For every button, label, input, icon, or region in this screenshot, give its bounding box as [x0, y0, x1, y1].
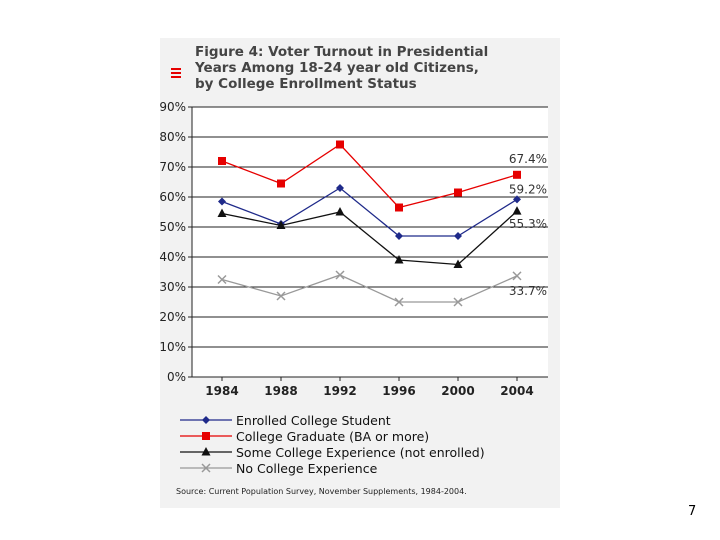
data-point-graduate: [218, 157, 226, 165]
x-tick-label: 1992: [323, 384, 356, 398]
y-tick-label: 10%: [159, 340, 186, 354]
x-tick-label: 1988: [264, 384, 297, 398]
legend-swatch-enrolled: [180, 416, 232, 424]
legend-item: Enrolled College Student: [180, 412, 560, 428]
x-tick-label: 2000: [441, 384, 474, 398]
data-point-some_college: [335, 207, 345, 216]
x-tick-label: 2004: [500, 384, 533, 398]
series-line-some_college: [221, 210, 518, 266]
x-tick-label: 1996: [382, 384, 415, 398]
data-point-some_college: [276, 220, 286, 229]
data-point-no_college: [276, 291, 286, 301]
y-tick-label: 0%: [167, 370, 186, 384]
data-point-graduate: [277, 179, 285, 188]
data-point-graduate: [395, 203, 403, 212]
chart-title-line-2: Years Among 18-24 year old Citizens,: [195, 60, 479, 76]
plot-area: [192, 107, 548, 377]
chart-title-line-3: by College Enrollment Status: [195, 76, 417, 92]
legend-swatch-graduate: [180, 432, 232, 440]
x-tick-label: 1984: [205, 384, 238, 398]
data-point-some_college: [217, 208, 227, 217]
data-point-no_college: [335, 270, 345, 280]
series-line-no_college: [221, 274, 518, 303]
data-point-enrolled: [395, 232, 403, 240]
y-tick-label: 90%: [159, 100, 186, 114]
legend-item: Some College Experience (not enrolled): [180, 444, 560, 460]
data-point-graduate: [454, 188, 462, 197]
data-point-enrolled: [513, 195, 521, 204]
page-number: 7: [688, 504, 697, 519]
data-point-no_college: [512, 271, 522, 281]
legend-swatch-some_college: [180, 447, 232, 456]
data-point-enrolled: [454, 232, 462, 240]
data-point-no_college: [217, 274, 227, 285]
data-point-graduate: [513, 170, 521, 179]
end-label-some_college: 55.3%: [509, 217, 547, 231]
legend-item: No College Experience: [180, 460, 560, 476]
legend-item: College Graduate (BA or more): [180, 428, 560, 444]
chart-title-line-1: Figure 4: Voter Turnout in Presidential: [195, 44, 489, 60]
y-tick-label: 40%: [159, 250, 186, 264]
data-point-some_college: [512, 206, 522, 215]
y-tick-label: 50%: [159, 220, 186, 234]
data-point-some_college: [453, 259, 463, 268]
menu-lines-icon: [171, 68, 181, 80]
legend-label: Some College Experience (not enrolled): [236, 444, 485, 460]
y-tick-label: 20%: [159, 310, 186, 324]
y-tick-label: 70%: [159, 160, 186, 174]
data-point-some_college: [394, 255, 404, 264]
data-point-enrolled: [218, 197, 226, 206]
data-point-graduate: [336, 140, 344, 149]
series-line-enrolled: [221, 187, 518, 237]
data-point-no_college: [453, 297, 463, 307]
y-tick-label: 80%: [159, 130, 186, 144]
data-point-enrolled: [336, 184, 344, 192]
y-tick-label: 60%: [159, 190, 186, 204]
legend-label: No College Experience: [236, 460, 378, 476]
chart-legend: Enrolled College Student College Graduate…: [180, 412, 560, 476]
end-label-enrolled: 59.2%: [509, 182, 547, 196]
chart-title: Figure 4: Voter Turnout in Presidential …: [195, 44, 555, 92]
legend-label: Enrolled College Student: [236, 412, 391, 428]
data-point-no_college: [394, 297, 404, 307]
end-label-no_college: 33.7%: [509, 284, 547, 298]
end-label-graduate: 67.4%: [509, 152, 547, 166]
y-tick-label: 30%: [159, 280, 186, 294]
legend-swatch-no_college: [180, 463, 232, 473]
source-note: Source: Current Population Survey, Novem…: [176, 487, 467, 496]
legend-label: College Graduate (BA or more): [236, 428, 430, 444]
series-line-graduate: [221, 143, 518, 209]
